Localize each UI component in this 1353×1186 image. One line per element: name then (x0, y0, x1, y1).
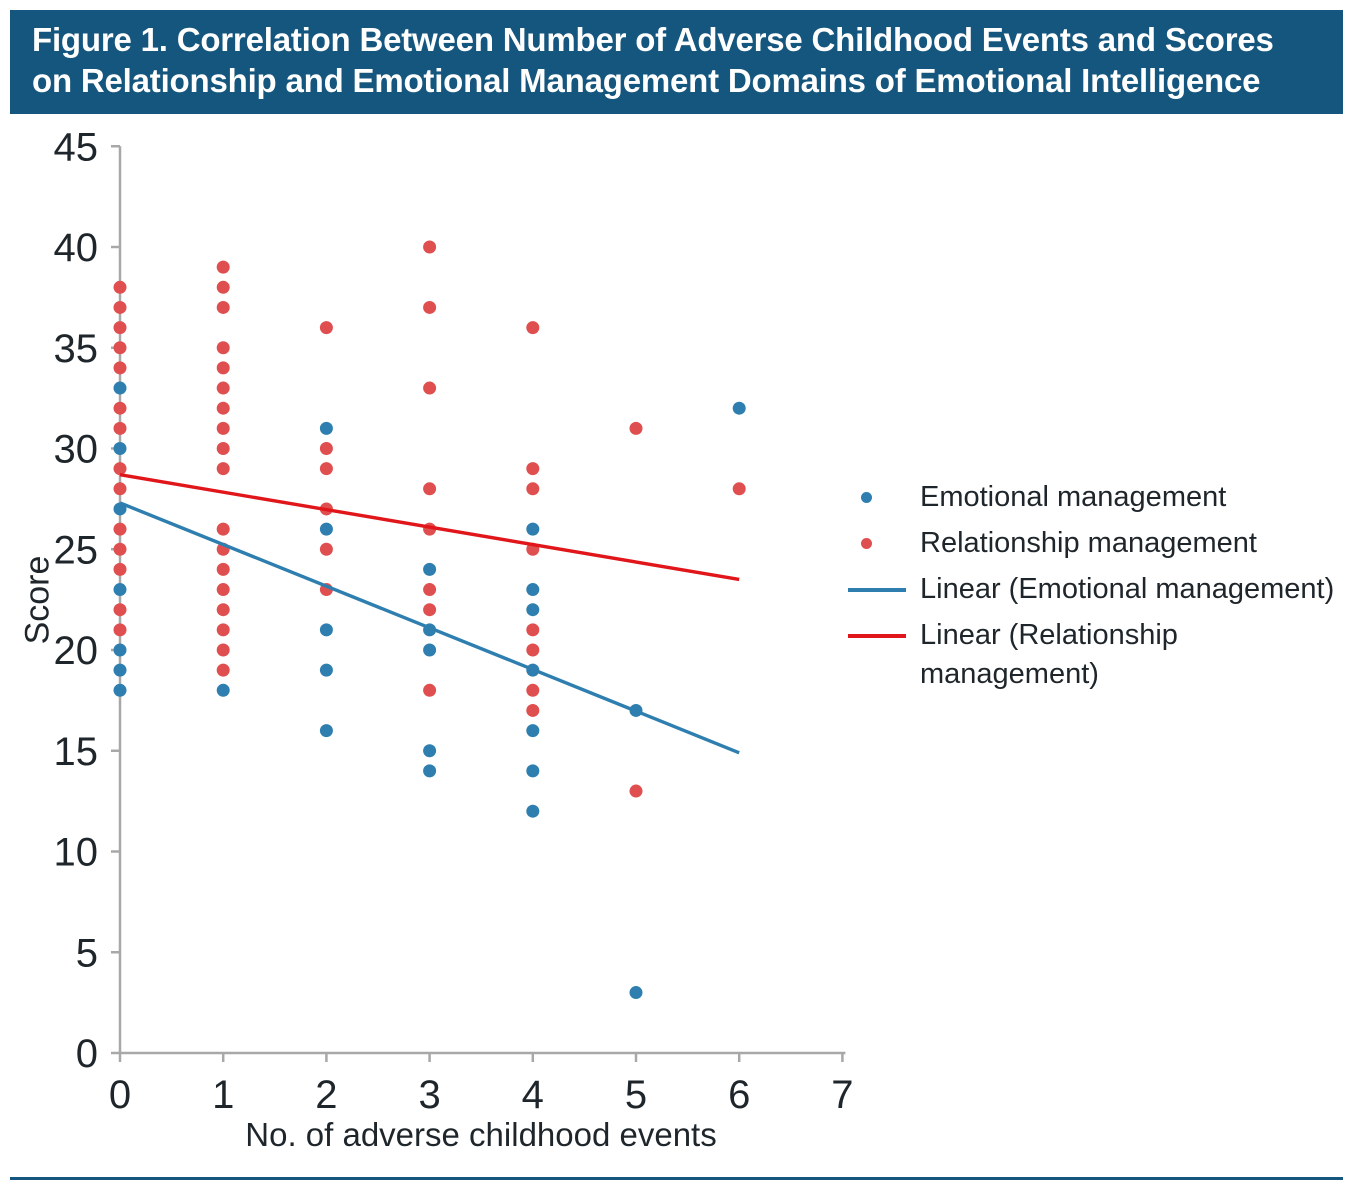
svg-text:30: 30 (54, 428, 99, 472)
emotional-dot-icon (861, 492, 872, 503)
y-axis-label: Score (18, 555, 57, 645)
svg-text:40: 40 (54, 226, 99, 270)
svg-text:3: 3 (418, 1073, 440, 1117)
figure-title-bar: Figure 1. Correlation Between Number of … (10, 10, 1343, 114)
relationship-trendline-icon (848, 634, 906, 638)
relationship-dot-icon (861, 538, 872, 549)
legend-label: Emotional management (920, 481, 1227, 513)
svg-text:15: 15 (54, 730, 99, 774)
x-axis-label: No. of adverse childhood events (245, 1116, 717, 1153)
legend-item-relationship: Relationship management (846, 524, 1346, 563)
svg-text:35: 35 (54, 327, 99, 371)
legend: Emotional management Relationship manage… (846, 478, 1346, 701)
svg-text:1: 1 (212, 1073, 234, 1117)
svg-text:10: 10 (54, 831, 99, 875)
legend-label: Relationship management (920, 527, 1257, 559)
figure-title-line-2: on Relationship and Emotional Management… (32, 62, 1261, 99)
svg-text:5: 5 (625, 1073, 647, 1117)
svg-text:5: 5 (76, 931, 98, 975)
svg-text:0: 0 (109, 1073, 131, 1117)
svg-text:7: 7 (831, 1073, 853, 1117)
svg-text:20: 20 (54, 629, 99, 673)
svg-text:4: 4 (522, 1073, 544, 1117)
legend-label: Linear (Relationship management) (920, 619, 1178, 690)
legend-item-linear-relationship: Linear (Relationship management) (846, 616, 1346, 694)
legend-item-linear-emotional: Linear (Emotional management) (846, 570, 1346, 609)
legend-label: Linear (Emotional management) (920, 573, 1335, 605)
svg-text:2: 2 (315, 1073, 337, 1117)
emotional-trendline-icon (848, 588, 906, 592)
legend-item-emotional: Emotional management (846, 478, 1346, 517)
svg-text:0: 0 (76, 1032, 98, 1076)
figure-title-line-1: Figure 1. Correlation Between Number of … (32, 21, 1274, 58)
bottom-border-rule (10, 1177, 1343, 1180)
svg-text:6: 6 (728, 1073, 750, 1117)
svg-text:25: 25 (54, 528, 99, 572)
svg-text:45: 45 (54, 125, 99, 169)
